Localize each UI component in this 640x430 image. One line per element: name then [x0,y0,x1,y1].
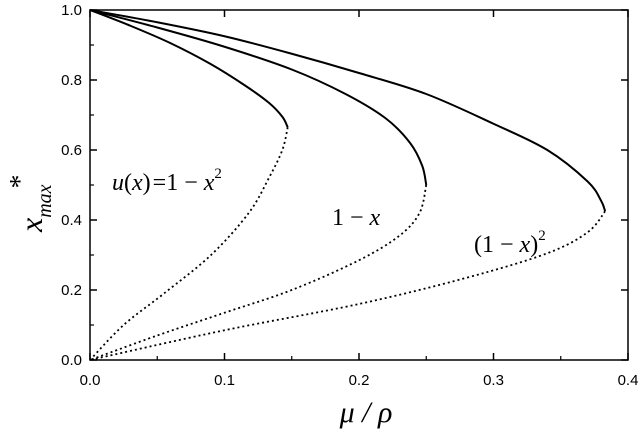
x-tick-label: 0.0 [80,372,101,389]
y-axis-label: xmax* [5,174,56,233]
x-tick-label: 0.3 [483,372,504,389]
series-1-stable-line [89,9,289,128]
series-3-stable-line [89,9,607,212]
y-axis-label-sup: * [5,174,36,188]
svg-text:xmax*: xmax* [5,174,56,233]
y-axis-label-sub: max [34,184,56,217]
x-tick-label: 0.2 [349,372,370,389]
x-tick-label: 0.4 [618,372,639,389]
annotation-curve3: (1 − x)2 [474,228,546,258]
series-2 [89,9,428,361]
series-2-unstable-line [89,184,428,361]
y-tick-label: 1.0 [61,2,82,19]
series-1-unstable-line [89,127,289,361]
y-tick-label: 0.6 [61,142,82,159]
y-axis-label-main: x [13,218,49,233]
annotation-curve2: 1 − x [332,205,381,231]
series-1 [89,9,289,361]
series-layer [89,9,607,361]
y-tick-label: 0.8 [61,72,82,89]
y-tick-label: 0.2 [61,282,82,299]
annotation-curve1: u(x)=1 − x2 [112,166,222,196]
y-tick-label: 0.0 [61,352,82,369]
series-2-stable-line [89,9,428,186]
y-axis-ticks: 0.0 0.2 0.4 0.6 0.8 1.0 [61,2,628,369]
y-tick-label: 0.4 [61,212,82,229]
x-axis-label: μ / ρ [339,396,393,429]
series-3-unstable-line [89,210,606,361]
series-3 [89,9,607,361]
x-tick-label: 0.1 [214,372,235,389]
x-axis-ticks: 0.0 0.1 0.2 0.3 0.4 [80,10,639,389]
